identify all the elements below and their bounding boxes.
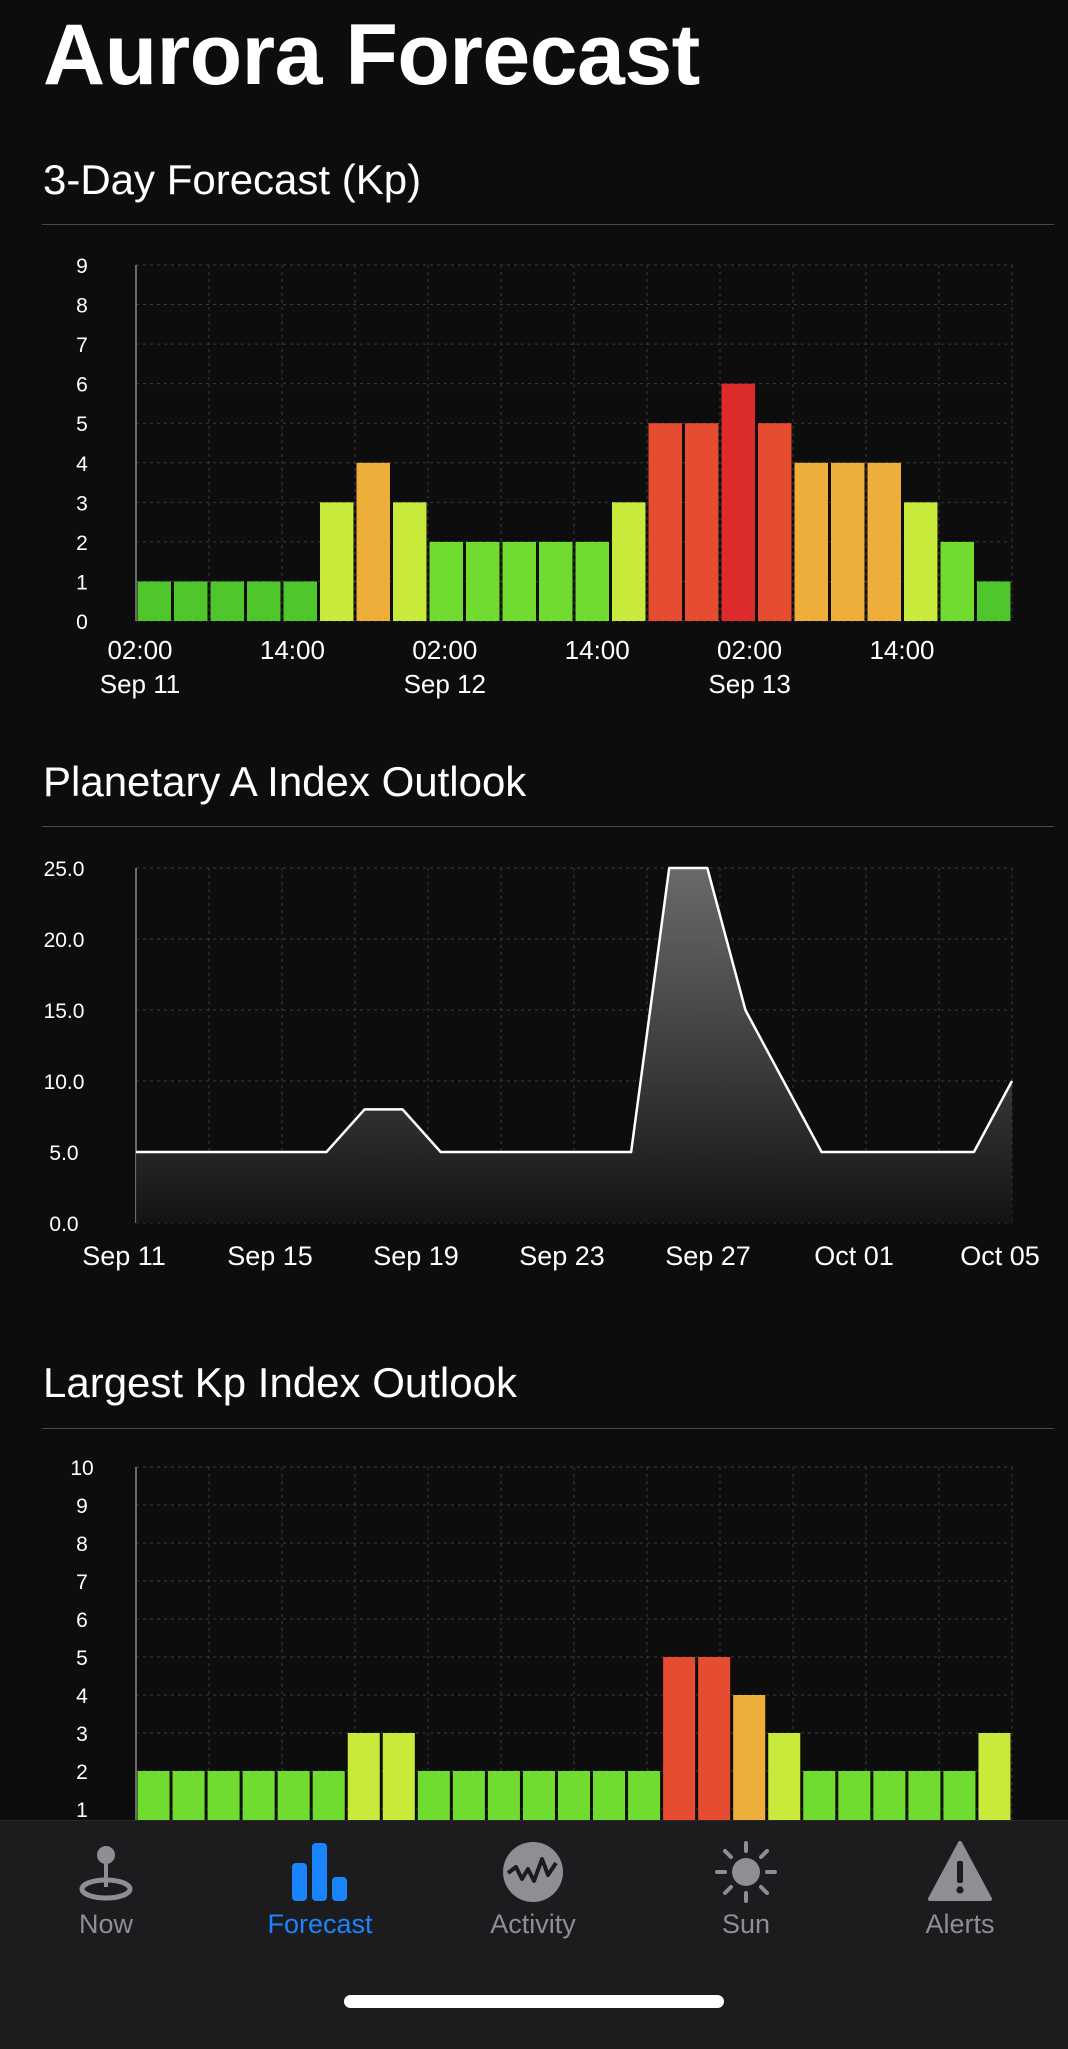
tab-forecast[interactable]: Forecast <box>240 1839 400 1949</box>
kp-bar <box>794 462 828 621</box>
activity-wave-icon <box>503 1842 563 1902</box>
tab-forecast-label: Forecast <box>267 1909 373 1939</box>
tab-now-label: Now <box>78 1909 133 1939</box>
y-tick-label: 9 <box>76 255 88 278</box>
y-tick-label: 1 <box>76 1799 88 1822</box>
home-indicator <box>344 1995 724 2008</box>
y-tick-label: 20.0 <box>44 929 85 952</box>
tab-activity-label: Activity <box>490 1909 576 1939</box>
largest-kp-bar <box>663 1657 696 1847</box>
kp-bar <box>904 502 938 621</box>
x-tick-date: Sep 13 <box>708 669 790 699</box>
y-tick-label: 7 <box>76 1571 88 1594</box>
x-tick-label: Sep 27 <box>665 1241 751 1271</box>
kp-bar <box>466 541 500 621</box>
kp-bar <box>137 581 171 621</box>
kp-bar <box>758 423 792 621</box>
aindex-section-title: Planetary A Index Outlook <box>43 758 527 805</box>
chart-grid <box>135 264 1013 622</box>
y-tick-label: 4 <box>76 453 88 476</box>
location-pin-icon <box>79 1846 133 1901</box>
x-tick-label: Sep 23 <box>519 1241 605 1271</box>
y-tick-label: 5.0 <box>49 1142 78 1165</box>
kp-bar <box>977 581 1011 621</box>
tab-activity[interactable]: Activity <box>453 1839 613 1949</box>
x-tick-label: Sep 11 <box>82 1241 166 1271</box>
y-tick-label: 3 <box>76 492 88 515</box>
y-tick-label: 15.0 <box>44 1000 85 1023</box>
y-tick-label: 6 <box>76 1609 88 1632</box>
kp-bar <box>612 502 646 621</box>
kp-bar <box>356 462 390 621</box>
x-tick-date: Sep 12 <box>404 669 486 699</box>
kp-bar <box>502 541 536 621</box>
y-tick-label: 5 <box>76 413 88 436</box>
y-tick-label: 10 <box>70 1457 93 1480</box>
y-tick-label: 2 <box>76 532 88 555</box>
kp-bar <box>320 502 354 621</box>
page-title: Aurora Forecast <box>43 7 700 103</box>
x-tick-time: 02:00 <box>412 635 477 665</box>
kp-bar <box>539 541 573 621</box>
aindex-area-chart: 0.0 5.0 10.0 15.0 20.0 25.0 Sep 11 Sep 15 Sep 19… <box>44 858 1040 1271</box>
y-tick-label: 2 <box>76 1761 88 1784</box>
kp3day-divider <box>42 224 1054 225</box>
y-tick-label: 5 <box>76 1647 88 1670</box>
kp-bar <box>940 541 974 621</box>
sun-icon <box>715 1841 777 1903</box>
tab-alerts-label: Alerts <box>925 1909 995 1939</box>
tab-now[interactable]: Now <box>26 1839 186 1949</box>
x-tick-time: 14:00 <box>565 635 630 665</box>
x-tick-time: 14:00 <box>260 635 325 665</box>
kp-bar <box>429 541 463 621</box>
x-tick-label: Sep 15 <box>227 1241 313 1271</box>
kp-bar <box>210 581 244 621</box>
kp3day-section-title: 3-Day Forecast (Kp) <box>43 156 422 203</box>
kp-bar <box>831 462 865 621</box>
y-tick-label: 8 <box>76 295 88 318</box>
y-tick-label: 7 <box>76 334 88 357</box>
tab-sun-label: Sun <box>721 1909 771 1939</box>
kp-bar <box>575 541 609 621</box>
y-tick-label: 0.0 <box>49 1213 78 1236</box>
kp-bar <box>283 581 317 621</box>
kp-bar <box>721 383 755 621</box>
warning-triangle-icon <box>928 1841 992 1901</box>
kp3day-bar-chart: 0 1 2 3 4 5 6 7 8 9 02:00 Sep 11 14:00 02:00 Sep 12 14:… <box>76 255 1013 699</box>
largest-kp-bar-chart: 012345678910 <box>70 1457 1013 1860</box>
largest-kp-bar <box>698 1657 731 1847</box>
y-tick-label: 8 <box>76 1533 88 1556</box>
largest-kp-divider <box>42 1428 1054 1429</box>
kp-bar <box>685 423 719 621</box>
x-tick-date: Sep 11 <box>100 669 180 699</box>
y-tick-label: 3 <box>76 1723 88 1746</box>
y-tick-label: 4 <box>76 1685 88 1708</box>
y-tick-label: 9 <box>76 1495 88 1518</box>
y-tick-label: 6 <box>76 374 88 397</box>
x-tick-label: Sep 19 <box>373 1241 459 1271</box>
y-tick-label: 25.0 <box>44 858 85 881</box>
tab-sun[interactable]: Sun <box>666 1839 826 1949</box>
largest-kp-section-title: Largest Kp Index Outlook <box>43 1359 517 1406</box>
y-tick-label: 1 <box>76 571 88 594</box>
y-tick-label: 10.0 <box>44 1071 85 1094</box>
a-index-line <box>136 866 1014 1154</box>
x-tick-time: 14:00 <box>869 635 934 665</box>
bar-chart-icon <box>292 1843 347 1901</box>
kp-bar <box>648 423 682 621</box>
x-tick-label: Oct 05 <box>960 1241 1040 1271</box>
a-index-area <box>136 868 1012 1223</box>
x-tick-time: 02:00 <box>107 635 172 665</box>
kp-bar <box>247 581 281 621</box>
x-tick-label: Oct 01 <box>814 1241 894 1271</box>
kp-bar <box>174 581 208 621</box>
aindex-divider <box>42 826 1054 827</box>
x-tick-time: 02:00 <box>717 635 782 665</box>
y-tick-label: 0 <box>76 611 88 634</box>
kp-bar <box>867 462 901 621</box>
tab-bar: Now Forecast Activity Sun <box>0 1820 1068 2049</box>
kp-bar <box>393 502 427 621</box>
tab-alerts[interactable]: Alerts <box>880 1839 1040 1949</box>
